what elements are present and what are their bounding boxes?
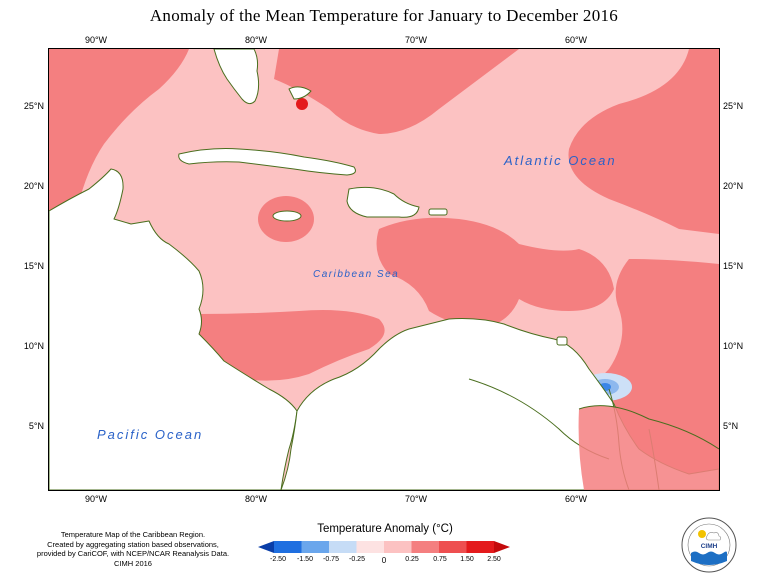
legend-tick: -0.25	[349, 556, 365, 563]
lon-tick-top: 70°W	[404, 35, 428, 45]
lon-tick-top: 60°W	[564, 35, 588, 45]
lon-tick-bottom: 80°W	[244, 494, 268, 504]
lat-tick-left: 15°N	[23, 261, 44, 271]
credit-block: Temperature Map of the Caribbean Region.…	[18, 530, 248, 568]
anomaly-0.75-1.50-atlantic-north	[279, 49, 719, 234]
legend-swatch	[301, 541, 329, 553]
land-jamaica	[272, 210, 302, 222]
caribbean-sea-label: Caribbean Sea	[313, 269, 400, 280]
legend-swatch	[411, 541, 439, 553]
lat-tick-right: 20°N	[723, 181, 744, 191]
lon-tick-top: 80°W	[244, 35, 268, 45]
legend-swatch	[384, 541, 412, 553]
land-bahamas	[288, 86, 312, 100]
legend-swatch	[466, 541, 494, 553]
lat-tick-left: 10°N	[23, 341, 44, 351]
land-puerto-rico	[428, 208, 448, 216]
credit-line: CIMH 2016	[114, 558, 152, 568]
legend-arrow-right	[494, 541, 510, 553]
legend-swatch	[274, 541, 302, 553]
lon-tick-bottom: 90°W	[84, 494, 108, 504]
legend-tick: 0.75	[433, 556, 447, 563]
wave-icon	[691, 551, 727, 565]
legend-tick: 2.50	[487, 556, 501, 563]
cimh-logo: CIMH	[681, 517, 737, 573]
anomaly-1.50-2.50-spot	[296, 98, 308, 110]
pacific-ocean-label: Pacific Ocean	[97, 427, 204, 442]
credit-line: Temperature Map of the Caribbean Region.	[60, 530, 206, 539]
anomaly-0.75-1.50-guianas	[578, 405, 719, 490]
credit-line: provided by CariCOF, with NCEP/NCAR Rean…	[36, 549, 230, 558]
legend-tick: 0.25	[405, 556, 419, 563]
legend-swatch	[356, 541, 384, 553]
lat-tick-left: 25°N	[23, 101, 44, 111]
legend-colorbar	[258, 541, 510, 553]
legend-tick: -0.75	[323, 556, 339, 563]
legend-title: Temperature Anomaly (°C)	[317, 523, 453, 535]
legend-swatch	[329, 541, 357, 553]
lat-tick-right: 15°N	[723, 261, 744, 271]
land-hispaniola	[346, 186, 420, 218]
lon-tick-top: 90°W	[84, 35, 108, 45]
anomaly-0.75-1.50-gulf	[49, 49, 189, 219]
legend-tick: -1.50	[297, 556, 313, 563]
land-cuba	[178, 148, 356, 176]
lat-tick-right: 25°N	[723, 101, 744, 111]
legend-tick: 1.50	[460, 556, 474, 563]
map-canvas[interactable]: Atlantic Ocean Caribbean Sea Pacific Oce…	[48, 48, 720, 491]
sun-icon	[698, 530, 706, 538]
map-title: Anomaly of the Mean Temperature for Janu…	[149, 6, 619, 25]
legend-swatch	[439, 541, 467, 553]
lat-tick-left: 20°N	[23, 181, 44, 191]
atlantic-ocean-label: Atlantic Ocean	[504, 153, 617, 168]
land-trinidad	[556, 336, 568, 346]
legend-arrow-left	[258, 541, 274, 553]
anomaly-0.75-1.50-bahamas	[274, 49, 519, 134]
lat-tick-right: 10°N	[723, 341, 744, 351]
legend-tick: -2.50	[270, 556, 286, 563]
lat-tick-right: 5°N	[723, 421, 739, 431]
lon-tick-bottom: 60°W	[564, 494, 588, 504]
anomaly-map	[49, 49, 719, 490]
anomaly-0.75-1.50-south-coast	[199, 310, 385, 381]
anomaly-0.75-1.50-east-caribbean	[376, 217, 614, 329]
land-florida	[213, 49, 260, 105]
border-guianas	[578, 405, 719, 450]
cloud-icon	[705, 532, 722, 541]
lat-tick-left: 5°N	[28, 421, 44, 431]
lon-tick-bottom: 70°W	[404, 494, 428, 504]
legend-tick: 0	[381, 556, 387, 565]
logo-text: CIMH	[701, 543, 718, 550]
credit-line: Created by aggregating station based obs…	[47, 539, 219, 549]
